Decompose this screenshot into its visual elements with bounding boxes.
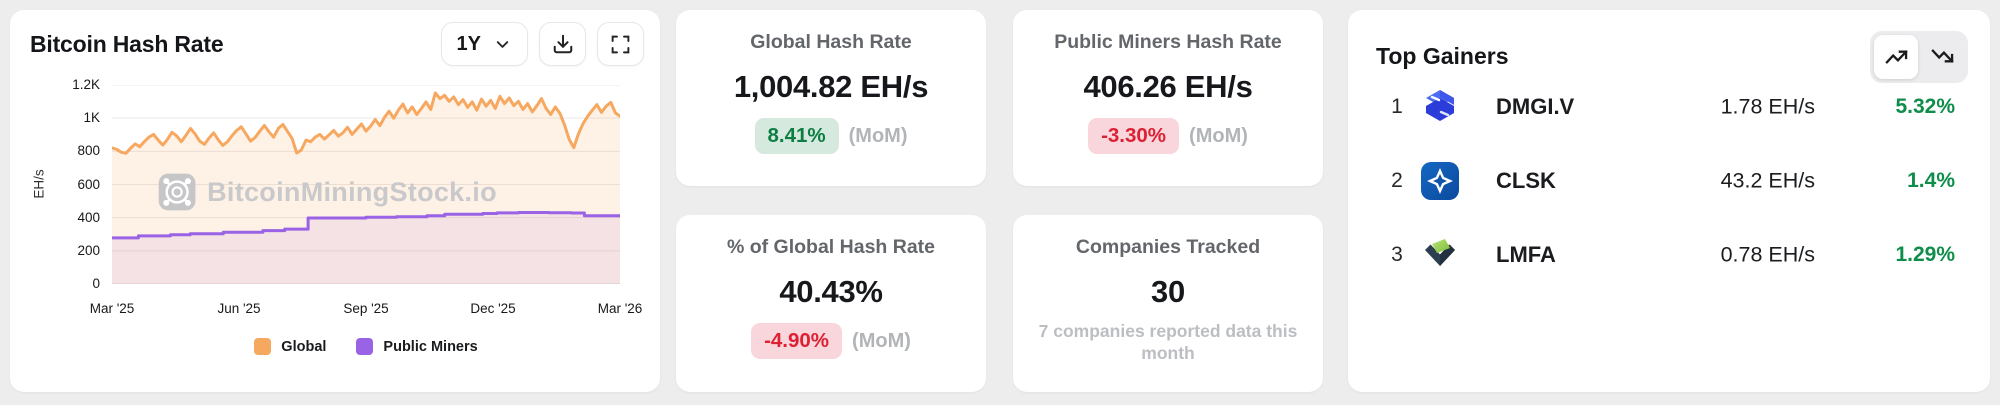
gainers-losers-toggle — [1870, 30, 1968, 83]
gainers-list: 1 DMGI.V 1.78 EH/s 5.32% 2 CLSK 43.2 EH/… — [1348, 70, 1990, 292]
y-tick-label: 0 — [92, 276, 100, 291]
x-tick-label: Sep '25 — [343, 301, 389, 316]
change-period: (MoM) — [852, 329, 911, 352]
legend-label: Public Miners — [383, 338, 478, 355]
show-losers-button[interactable] — [1920, 35, 1964, 79]
gainer-row-clsk[interactable]: 2 CLSK 43.2 EH/s 1.4% — [1348, 144, 1990, 218]
gainer-hashrate: 0.78 EH/s — [1720, 242, 1815, 267]
chevron-down-icon — [496, 40, 509, 48]
chart-title: Bitcoin Hash Rate — [30, 30, 224, 57]
stat-value: 40.43% — [779, 274, 883, 309]
gainer-ticker: CLSK — [1496, 168, 1556, 193]
x-tick-label: Mar '26 — [597, 301, 643, 316]
gainer-change-pct: 1.29% — [1895, 243, 1955, 266]
stat-card-public-miners-hash-rate: Public Miners Hash Rate 406.26 EH/s -3.3… — [1013, 10, 1323, 186]
change-badge: -4.90% — [751, 323, 843, 359]
x-tick-label: Dec '25 — [470, 301, 516, 316]
stat-title: Public Miners Hash Rate — [1054, 31, 1282, 53]
gainer-hashrate: 43.2 EH/s — [1720, 168, 1815, 193]
chart-legend: Global Public Miners — [112, 338, 620, 355]
gainer-hashrate: 1.78 EH/s — [1720, 94, 1815, 119]
change-period: (MoM) — [848, 124, 908, 147]
y-tick-label: 400 — [77, 209, 100, 225]
gainer-row-dmgi-v[interactable]: 1 DMGI.V 1.78 EH/s 5.32% — [1348, 70, 1990, 144]
top-gainers-card: Top Gainers 1 DMGI.V 1.78 EH/s 5.32% 2 C… — [1348, 10, 1990, 392]
stat-value: 30 — [1151, 274, 1185, 309]
legend-swatch — [254, 338, 272, 355]
x-tick-label: Jun '25 — [217, 301, 261, 316]
download-icon — [553, 34, 572, 54]
stat-value: 1,004.82 EH/s — [733, 69, 929, 104]
trending-up-icon — [1884, 50, 1908, 64]
legend-item-global[interactable]: Global — [254, 338, 326, 355]
chart-header: Bitcoin Hash Rate 1Y — [30, 20, 644, 68]
download-button[interactable] — [539, 22, 586, 66]
stat-subtitle: 7 companies reported data this month — [1038, 321, 1298, 363]
legend-swatch — [356, 338, 374, 355]
y-tick-label: 600 — [77, 176, 100, 192]
gainer-change-pct: 5.32% — [1895, 95, 1955, 118]
trending-down-icon — [1930, 49, 1954, 63]
stat-value: 406.26 EH/s — [1083, 69, 1253, 104]
stat-card-companies-tracked: Companies Tracked 30 7 companies reporte… — [1013, 215, 1323, 392]
gainer-row-lmfa[interactable]: 3 LMFA 0.78 EH/s 1.29% — [1348, 218, 1990, 292]
y-tick-label: 1.2K — [72, 77, 100, 92]
fullscreen-icon — [611, 35, 630, 53]
change-period: (MoM) — [1189, 124, 1248, 147]
change-badge: -3.30% — [1088, 118, 1180, 154]
change-badge: 8.41% — [754, 118, 839, 154]
time-range-value: 1Y — [456, 32, 481, 55]
hash-rate-card: Bitcoin Hash Rate 1Y EH/s 1.2K 1K 800 600 40… — [10, 10, 660, 392]
lmfa-logo-icon — [1420, 235, 1460, 275]
chart-controls: 1Y — [440, 22, 644, 66]
stat-title: Global Hash Rate — [750, 31, 912, 53]
gainer-rank: 2 — [1391, 169, 1403, 192]
y-tick-label: 1K — [83, 110, 100, 126]
fullscreen-button[interactable] — [597, 22, 644, 66]
y-tick-label: 200 — [77, 242, 100, 258]
x-tick-label: Mar '25 — [89, 301, 135, 316]
gainer-rank: 1 — [1391, 95, 1403, 118]
gainer-change-pct: 1.4% — [1907, 169, 1955, 192]
gainer-ticker: DMGI.V — [1496, 94, 1575, 119]
top-gainers-title: Top Gainers — [1376, 43, 1509, 70]
y-tick-label: 800 — [77, 143, 100, 159]
legend-label: Global — [281, 338, 327, 355]
dmgi-logo-icon — [1420, 87, 1460, 127]
stat-card-global-hash-rate: Global Hash Rate 1,004.82 EH/s 8.41% (Mo… — [676, 10, 986, 186]
show-gainers-button[interactable] — [1874, 34, 1918, 79]
gainer-rank: 3 — [1391, 243, 1403, 266]
hash-rate-chart[interactable] — [112, 85, 620, 284]
time-range-select[interactable]: 1Y — [440, 22, 528, 66]
stat-card-pct-of-global-hash-rate: % of Global Hash Rate 40.43% -4.90% (MoM… — [676, 215, 986, 392]
clsk-logo-icon — [1420, 161, 1460, 201]
gainer-ticker: LMFA — [1496, 242, 1556, 267]
stat-title: % of Global Hash Rate — [726, 236, 936, 258]
stat-title: Companies Tracked — [1075, 236, 1261, 258]
legend-item-public-miners[interactable]: Public Miners — [356, 338, 478, 355]
